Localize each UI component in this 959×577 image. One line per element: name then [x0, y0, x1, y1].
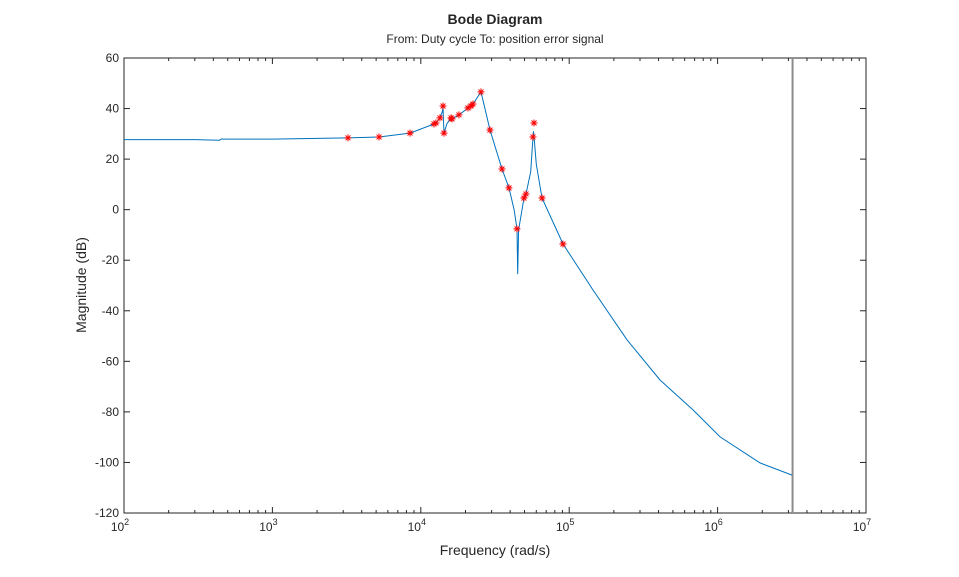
asterisk-marker — [477, 88, 485, 96]
asterisk-marker — [522, 190, 530, 198]
marker-point — [477, 88, 485, 96]
x-tick-label: 102 — [111, 517, 129, 534]
marker-point — [469, 100, 477, 108]
marker-point — [522, 190, 530, 198]
asterisk-marker — [375, 133, 383, 141]
chart-subtitle: From: Duty cycle To: position error sign… — [386, 32, 603, 46]
asterisk-marker — [486, 126, 494, 134]
x-tick-label: 106 — [704, 517, 722, 534]
asterisk-marker — [455, 111, 463, 119]
x-tick-label: 104 — [408, 517, 426, 534]
y-tick-label: -60 — [102, 354, 120, 368]
y-tick-label: -80 — [102, 405, 120, 419]
y-tick-label: 20 — [106, 152, 120, 166]
y-tick-label: 0 — [112, 203, 119, 217]
y-tick-label: -20 — [102, 253, 120, 267]
asterisk-marker — [559, 240, 567, 248]
asterisk-marker — [505, 184, 513, 192]
y-tick-label: -100 — [95, 455, 119, 469]
asterisk-marker — [513, 225, 521, 233]
marker-point — [430, 120, 438, 128]
asterisk-marker — [432, 119, 440, 127]
asterisk-marker — [520, 194, 528, 202]
y-axis-label: Magnitude (dB) — [73, 237, 89, 333]
marker-point — [486, 126, 494, 134]
asterisk-marker — [406, 129, 414, 137]
marker-point — [513, 225, 521, 233]
marker-point — [344, 134, 352, 142]
asterisk-marker — [430, 120, 438, 128]
y-tick-label: -120 — [95, 506, 119, 520]
marker-point — [559, 240, 567, 248]
asterisk-marker — [464, 104, 472, 112]
marker-point — [498, 165, 506, 173]
asterisk-marker — [344, 134, 352, 142]
marker-point — [520, 194, 528, 202]
x-tick-label: 107 — [853, 517, 871, 534]
chart-title: Bode Diagram — [448, 11, 543, 27]
marker-point — [439, 102, 447, 110]
marker-point — [432, 119, 440, 127]
marker-point — [505, 184, 513, 192]
y-tick-label: 40 — [106, 102, 120, 116]
marker-point — [455, 111, 463, 119]
marker-point — [538, 194, 546, 202]
x-tick-label: 103 — [259, 517, 277, 534]
marker-point — [464, 104, 472, 112]
marker-point — [406, 129, 414, 137]
asterisk-marker — [538, 194, 546, 202]
asterisk-marker — [498, 165, 506, 173]
asterisk-marker — [436, 114, 444, 122]
marker-point — [375, 133, 383, 141]
plot-area — [123, 57, 867, 514]
asterisk-marker — [530, 119, 538, 127]
x-axis-label: Frequency (rad/s) — [440, 542, 550, 558]
marker-point — [436, 114, 444, 122]
x-tick-label: 105 — [556, 517, 574, 534]
y-tick-label: -40 — [102, 304, 120, 318]
marker-point — [529, 133, 537, 141]
asterisk-marker — [448, 115, 456, 123]
marker-point — [448, 115, 456, 123]
marker-point — [530, 119, 538, 127]
asterisk-marker — [529, 133, 537, 141]
y-tick-label: 60 — [106, 51, 120, 65]
marker-point — [440, 129, 448, 137]
asterisk-marker — [469, 100, 477, 108]
asterisk-marker — [440, 129, 448, 137]
asterisk-marker — [439, 102, 447, 110]
